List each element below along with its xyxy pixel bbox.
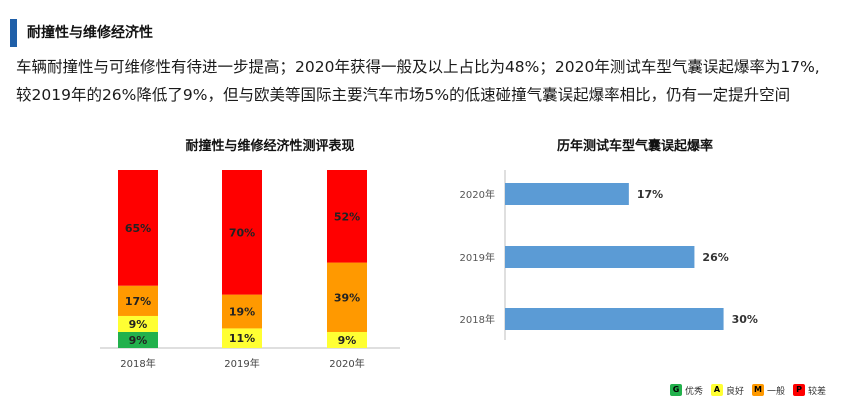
- bar-2018年-良好: [118, 315, 158, 332]
- x-tick-label: 2019年: [224, 357, 259, 370]
- hbar-2019年: [505, 246, 695, 268]
- bar-label-2020年-良好: 9%: [338, 334, 357, 347]
- legend-swatch: P: [793, 384, 806, 396]
- section-accent-bar: [10, 19, 17, 47]
- airbag-chart-title: 历年测试车型气囊误起爆率: [556, 139, 713, 154]
- bar-label-2020年-较差: 52%: [334, 210, 360, 223]
- legend-swatch: A: [711, 384, 724, 396]
- bar-label-2018年-一般: 17%: [125, 295, 151, 308]
- legend-item: A 良好: [711, 384, 744, 397]
- summary-line-2: 较2019年的26%降低了9%，但与欧美等国际主要汽车市场5%的低速碰撞气囊误起…: [16, 86, 791, 104]
- bar-2018年-较差: [118, 170, 158, 286]
- legend-item: M 一般: [752, 384, 785, 397]
- legend-label: 较差: [808, 386, 827, 397]
- legend-item: G 优秀: [670, 384, 703, 397]
- hbar-2018年: [505, 308, 724, 330]
- legend-item: P 较差: [793, 384, 826, 397]
- hbar-label-2020年: 17%: [637, 188, 663, 201]
- bar-2018年-一般: [118, 285, 158, 316]
- bar-label-2018年-优秀: 9%: [129, 334, 148, 347]
- bar-label-2019年-良好: 11%: [229, 332, 255, 345]
- hbar-label-2018年: 30%: [732, 313, 758, 326]
- bar-2018年-优秀: [118, 331, 158, 348]
- bar-label-2018年-良好: 9%: [129, 318, 148, 331]
- x-tick-label: 2018年: [120, 357, 155, 370]
- legend-label: 优秀: [685, 386, 704, 397]
- legend-label: 良好: [726, 386, 745, 397]
- y-tick-label: 2018年: [460, 313, 495, 326]
- y-tick-label: 2020年: [460, 188, 495, 201]
- x-tick-label: 2020年: [329, 357, 364, 370]
- bar-label-2020年-一般: 39%: [334, 291, 360, 304]
- bar-2019年-一般: [222, 294, 262, 329]
- bar-label-2018年-较差: 65%: [125, 222, 151, 235]
- summary-text: 车辆耐撞性与可维修性有待进一步提高；2020年获得一般及以上占比为48%；202…: [16, 53, 842, 109]
- y-tick-label: 2019年: [460, 251, 495, 264]
- bar-label-2019年-较差: 70%: [229, 226, 255, 239]
- hbar-2020年: [505, 183, 629, 205]
- summary-line-1: 车辆耐撞性与可维修性有待进一步提高；2020年获得一般及以上占比为48%；202…: [16, 58, 820, 76]
- bar-label-2019年-一般: 19%: [229, 306, 255, 319]
- bar-2020年-一般: [327, 262, 367, 332]
- stacked-chart-title: 耐撞性与维修经济性测评表现: [185, 139, 355, 154]
- legend-label: 一般: [767, 386, 786, 397]
- legend-swatch: M: [752, 384, 765, 396]
- bar-2019年-较差: [222, 170, 262, 295]
- hbar-label-2019年: 26%: [702, 251, 728, 264]
- bar-2020年-良好: [327, 331, 367, 348]
- chart-legend: G 优秀 A 良好 M 一般 P 较差: [670, 382, 834, 398]
- bar-2019年-良好: [222, 328, 262, 348]
- bar-2020年-较差: [327, 170, 367, 263]
- legend-swatch: G: [670, 384, 682, 396]
- section-title: 耐撞性与维修经济性: [27, 25, 153, 41]
